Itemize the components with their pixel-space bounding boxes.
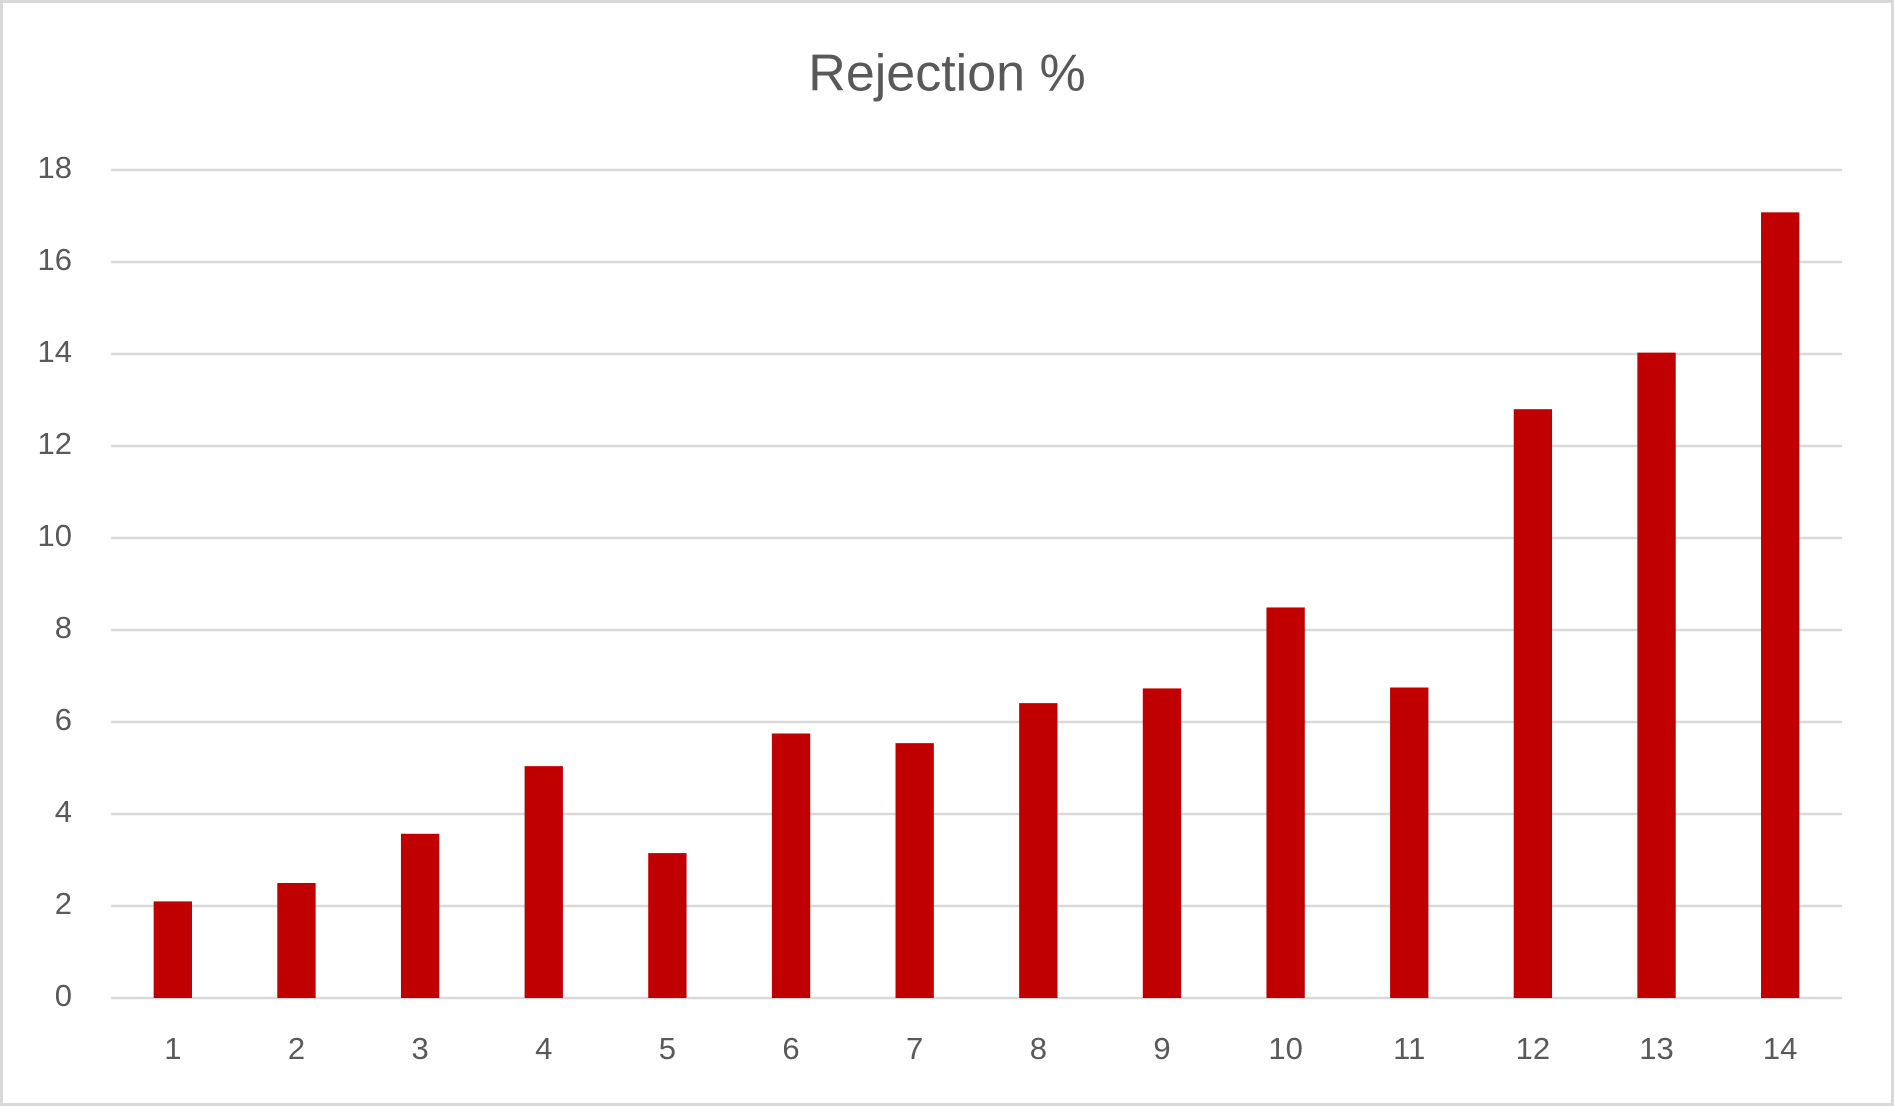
bar (400, 833, 440, 998)
y-tick-label: 12 (38, 426, 72, 461)
bar (524, 766, 563, 998)
x-tick-label: 9 (1153, 1031, 1170, 1066)
y-tick-label: 6 (55, 702, 72, 737)
bar (1142, 688, 1182, 998)
x-tick-label: 6 (782, 1031, 799, 1066)
x-tick-label: 11 (1393, 1031, 1425, 1066)
y-tick-label: 16 (38, 242, 72, 277)
x-tick-label: 14 (1763, 1031, 1797, 1066)
y-tick-label: 2 (55, 886, 72, 921)
x-tick-label: 12 (1516, 1031, 1550, 1066)
x-tick-label: 1 (164, 1031, 181, 1066)
bar (1513, 409, 1553, 998)
bar (895, 743, 934, 998)
x-tick-label: 7 (906, 1031, 923, 1066)
y-tick-label: 10 (38, 518, 72, 553)
chart-title: Rejection % (808, 45, 1085, 103)
x-tick-label: 10 (1268, 1031, 1302, 1066)
x-tick-label: 8 (1030, 1031, 1047, 1066)
x-tick-label: 13 (1639, 1031, 1673, 1066)
bar (1761, 212, 1800, 998)
bar (1637, 352, 1676, 998)
y-tick-label: 18 (38, 150, 72, 185)
bar (153, 901, 192, 998)
y-tick-label: 14 (38, 334, 72, 369)
bar (1266, 607, 1305, 998)
y-tick-label: 8 (55, 610, 72, 645)
x-tick-label: 4 (535, 1031, 552, 1066)
bar (1390, 687, 1429, 998)
y-tick-label: 4 (55, 794, 72, 829)
bar (277, 883, 316, 998)
x-tick-label: 5 (659, 1031, 676, 1066)
bar (1019, 703, 1058, 998)
bar (648, 853, 687, 998)
x-tick-label: 2 (288, 1031, 305, 1066)
bar (771, 733, 811, 998)
x-tick-label: 3 (411, 1031, 428, 1066)
y-tick-label: 0 (55, 978, 72, 1013)
